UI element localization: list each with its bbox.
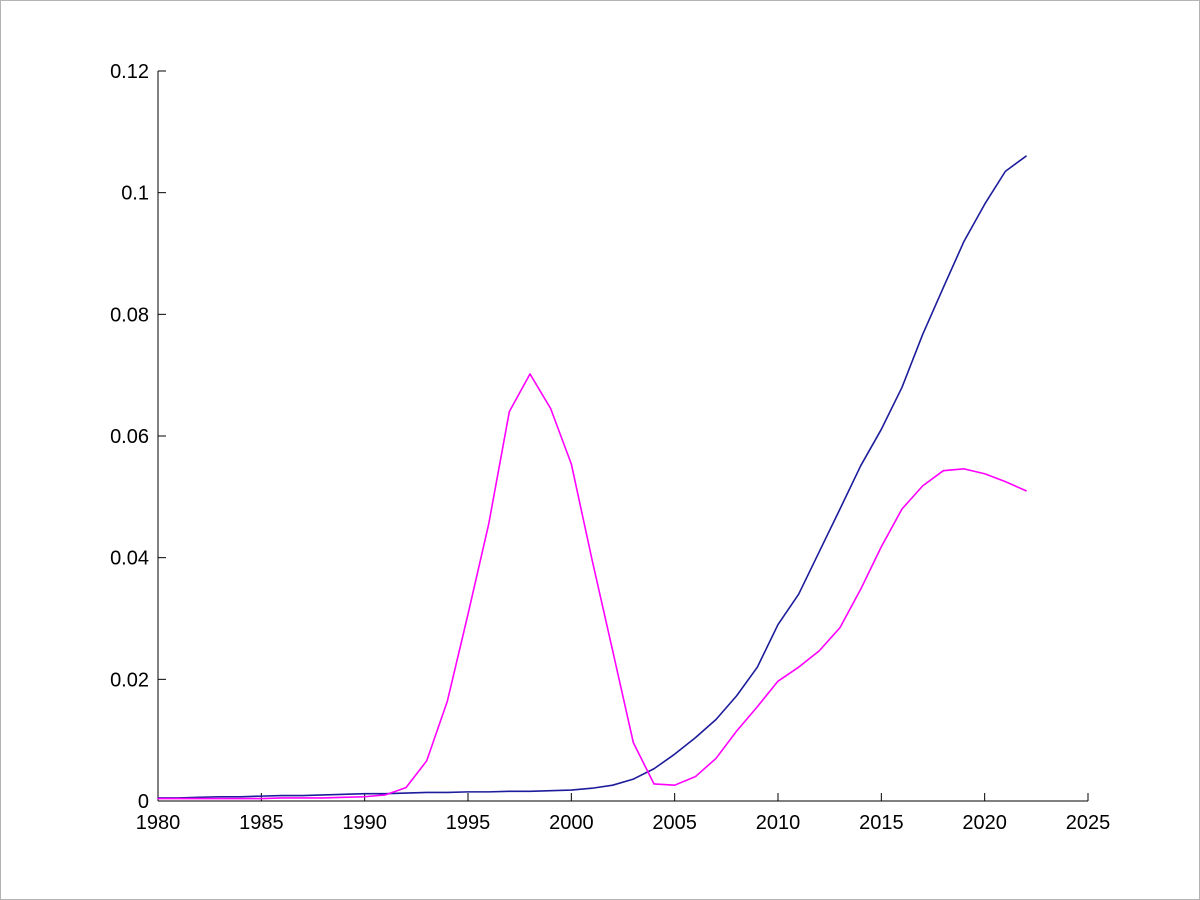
y-tick-label: 0.02 — [110, 669, 149, 691]
x-tick-label: 2005 — [652, 812, 697, 834]
y-tick-label: 0.06 — [110, 426, 149, 448]
x-tick-label: 2000 — [549, 812, 594, 834]
y-tick-label: 0.04 — [110, 548, 149, 570]
x-tick-label: 2010 — [756, 812, 801, 834]
x-tick-label: 2020 — [962, 812, 1007, 834]
series-blue-line — [157, 155, 1027, 799]
x-tick-label: 2025 — [1066, 812, 1111, 834]
x-tick-label: 2015 — [859, 812, 904, 834]
y-tick-label: 0 — [138, 791, 149, 813]
y-tick-label: 0.1 — [121, 183, 149, 205]
y-tick-label: 0.12 — [110, 61, 149, 83]
x-tick-label: 1995 — [446, 812, 491, 834]
x-tick-label: 1980 — [136, 812, 181, 834]
x-tick-label: 1985 — [239, 812, 284, 834]
x-tick-label: 1990 — [342, 812, 387, 834]
y-tick-label: 0.08 — [110, 304, 149, 326]
series-magenta-line — [157, 373, 1027, 800]
